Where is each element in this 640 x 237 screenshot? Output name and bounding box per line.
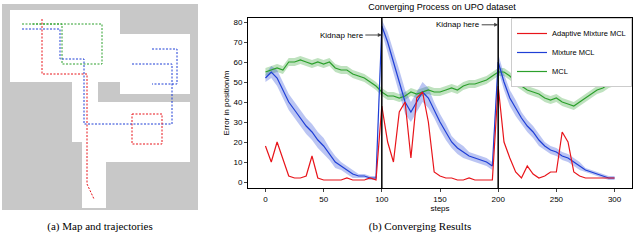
svg-text:Error in position/m: Error in position/m: [222, 70, 231, 135]
svg-text:Converging Process on UPO data: Converging Process on UPO dataset: [368, 2, 516, 12]
svg-text:Kidnap here: Kidnap here: [436, 20, 480, 29]
svg-text:Mixture MCL: Mixture MCL: [552, 48, 595, 57]
svg-text:50: 50: [319, 195, 328, 204]
svg-text:150: 150: [433, 195, 447, 204]
svg-text:250: 250: [550, 195, 564, 204]
svg-text:20: 20: [233, 138, 242, 147]
svg-text:0: 0: [238, 178, 243, 187]
svg-text:0: 0: [263, 195, 268, 204]
svg-text:30: 30: [233, 118, 242, 127]
svg-text:MCL: MCL: [552, 67, 568, 76]
svg-text:100: 100: [375, 195, 389, 204]
svg-text:50: 50: [233, 78, 242, 87]
svg-text:Kidnap here: Kidnap here: [320, 31, 364, 40]
html-text:(a) Map and trajectories: (a) Map and trajectories: [47, 220, 153, 232]
svg-text:80: 80: [233, 18, 242, 27]
svg-text:300: 300: [608, 195, 622, 204]
svg-text:70: 70: [233, 38, 242, 47]
svg-text:10: 10: [233, 158, 242, 167]
svg-text:40: 40: [233, 98, 242, 107]
html-text:(b) Converging Results: (b) Converging Results: [368, 220, 472, 232]
svg-text:60: 60: [233, 58, 242, 67]
svg-text:200: 200: [492, 195, 506, 204]
svg-text:Adaptive Mixture MCL: Adaptive Mixture MCL: [552, 29, 626, 38]
svg-text:steps: steps: [430, 204, 449, 213]
